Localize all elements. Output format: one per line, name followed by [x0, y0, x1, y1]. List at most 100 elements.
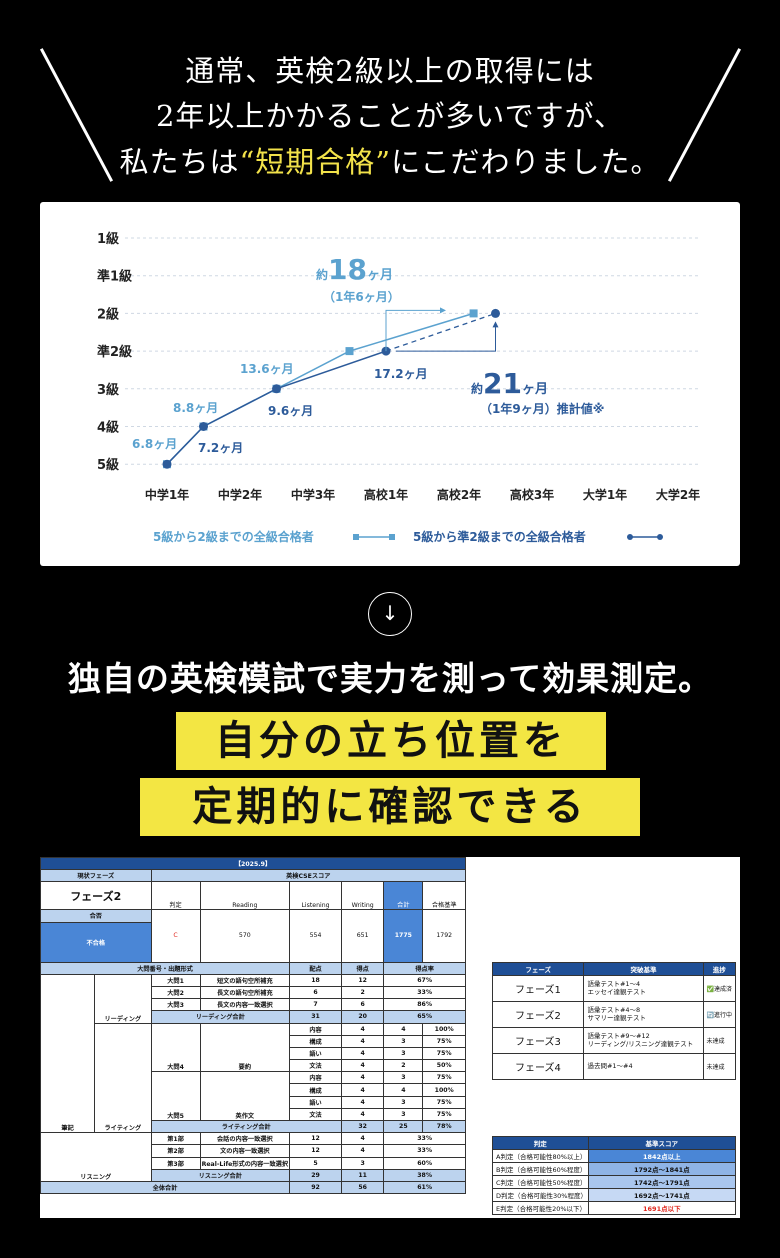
row-label: 大問1: [150, 973, 201, 987]
x-tick-label: 高校2年: [437, 487, 481, 502]
criteria-score: 1842点以上: [587, 1149, 737, 1163]
row-score: 20: [340, 1010, 385, 1024]
projection-point: [491, 308, 500, 318]
writing-score: 651: [340, 909, 385, 963]
phase-name: フェーズ3: [491, 1027, 585, 1054]
q4-type: 要約: [199, 1022, 291, 1073]
phase-criteria: 語彙テスト#1〜4 エッセイ達観テスト: [583, 975, 704, 1002]
row-points: 32: [340, 1119, 385, 1134]
criteria-row: B判定（合格可能性60%程度） 1792点〜1841点: [492, 1162, 737, 1176]
highlight-band-1: 自分の立ち位置を: [176, 712, 606, 770]
current-phase: フェーズ2: [40, 881, 152, 911]
duration-part: ヶ月: [522, 382, 548, 397]
row-criterion: 内容: [289, 1022, 342, 1036]
detail-head-rate: 得点率: [383, 961, 466, 975]
row-format: 短文の語句空所補充: [199, 973, 291, 987]
row-points: 29: [289, 1168, 342, 1182]
row-format: Real-Life形式の内容一致選択: [199, 1156, 291, 1170]
x-tick-label: 大学2年: [656, 487, 700, 502]
row-points: 4: [340, 1059, 385, 1073]
data-point: [162, 459, 172, 469]
phase-status: 未達成: [702, 1053, 736, 1080]
phase-row: フェーズ4 過去問#1〜#4 未達成: [491, 1053, 736, 1080]
x-tick-label: 高校1年: [364, 487, 408, 502]
row-score: 3: [383, 1095, 424, 1109]
row-score: 3: [383, 1107, 424, 1122]
legend-marker-2b: [657, 534, 663, 540]
detail-head-format: 大問番号・出題形式: [40, 961, 291, 975]
projection-line: [385, 312, 496, 352]
row-criterion: 文法: [289, 1107, 342, 1122]
row-rate: 75%: [422, 1071, 466, 1085]
score-header: 英検CSEスコア: [150, 869, 466, 883]
section-writing: ライティング: [94, 1022, 152, 1134]
series-line: [166, 350, 387, 465]
row-criterion: 語い: [289, 1095, 342, 1109]
row-rate: 33%: [383, 1132, 466, 1146]
criteria-head: 突破基準: [583, 962, 704, 976]
phase-row: フェーズ2 語彙テスト#4〜8 サマリー達観テスト 🔄進行中: [491, 1001, 736, 1028]
criteria-row: D判定（合格可能性30%程度） 1692点〜1741点: [492, 1188, 737, 1202]
col-head-total: 合計: [383, 881, 424, 911]
data-point: [345, 347, 354, 356]
phase-name: フェーズ1: [491, 975, 585, 1002]
listening-score: 554: [289, 909, 342, 963]
row-rate: 50%: [422, 1059, 466, 1073]
section-reading: リーディング: [94, 973, 152, 1024]
q5-type: 英作文: [199, 1071, 291, 1121]
score-report-sheet: 【2025.9】 現状フェーズ 英検CSEスコア フェーズ2 判定 Readin…: [40, 857, 740, 1218]
progress-head: 進捗: [702, 962, 736, 976]
down-arrow-icon: ↓: [368, 592, 412, 636]
grand-total-label: 全体合計: [40, 1180, 291, 1195]
phase-status: 🔄進行中: [702, 1001, 736, 1028]
criteria-score: 1692点〜1741点: [587, 1188, 737, 1202]
score-table: 【2025.9】 現状フェーズ 英検CSEスコア フェーズ2 判定 Readin…: [40, 857, 466, 1195]
row-rate: 78%: [422, 1119, 466, 1134]
y-tick-label: 準1級: [97, 269, 132, 285]
duration-part: 21: [483, 367, 522, 400]
y-tick-label: 準2級: [97, 344, 132, 360]
row-rate: 67%: [383, 973, 466, 987]
crit-head-judge: 判定: [492, 1136, 589, 1150]
data-point: [469, 309, 478, 318]
row-criterion: 語い: [289, 1046, 342, 1061]
row-label: 第2部: [150, 1144, 201, 1158]
annotation-label: 13.6ヶ月: [240, 362, 294, 376]
row-rate: 33%: [383, 1144, 466, 1158]
criteria-grade: A判定（合格可能性80%以上）: [492, 1149, 589, 1163]
row-points: 12: [289, 1144, 342, 1158]
criteria-score: 1742点〜1791点: [587, 1175, 737, 1189]
highlight-band-2: 定期的に確認できる: [140, 778, 640, 836]
duration-18-sub: （1年6ヶ月）: [323, 289, 400, 304]
bracket-line: [396, 323, 496, 352]
row-rate: 75%: [422, 1095, 466, 1109]
detail-head-score: 得点: [340, 961, 385, 975]
reading-total-label: リーディング合計: [150, 1010, 291, 1024]
row-criterion: 文法: [289, 1059, 342, 1073]
phase-header: 現状フェーズ: [40, 869, 152, 883]
duration-part: ヶ月: [367, 268, 393, 283]
row-label: 大問3: [150, 998, 201, 1012]
row-points: 7: [289, 998, 342, 1012]
row-format: 長文の内容一致選択: [199, 998, 291, 1012]
row-points: 4: [340, 1034, 385, 1048]
col-head-judge: 判定: [150, 881, 201, 911]
q5-label: 大問5: [150, 1071, 201, 1121]
row-label: 大問2: [150, 985, 201, 1000]
annotation-label: 17.2ヶ月: [374, 367, 428, 381]
bracket-line: [385, 309, 440, 352]
row-label: 第1部: [150, 1132, 201, 1146]
sheet-title: 【2025.9】: [40, 857, 466, 871]
data-point: [199, 422, 208, 431]
pass-result: 不合格: [40, 921, 152, 963]
row-score: 3: [383, 1034, 424, 1048]
duration-21-sub: （1年9ヶ月）推計値※: [480, 401, 604, 416]
row-points: 4: [340, 1095, 385, 1109]
phase-table: フェーズ 突破基準 進捗 フェーズ1 語彙テスト#1〜4 エッセイ達観テスト ✅達成…: [491, 962, 736, 1080]
phase-criteria: 過去問#1〜#4: [583, 1053, 704, 1080]
legend-marker-1: [353, 534, 359, 540]
row-score: 12: [340, 973, 385, 987]
row-rate: 75%: [422, 1046, 466, 1061]
row-points: 12: [289, 1132, 342, 1146]
phase-head: フェーズ: [491, 962, 585, 976]
